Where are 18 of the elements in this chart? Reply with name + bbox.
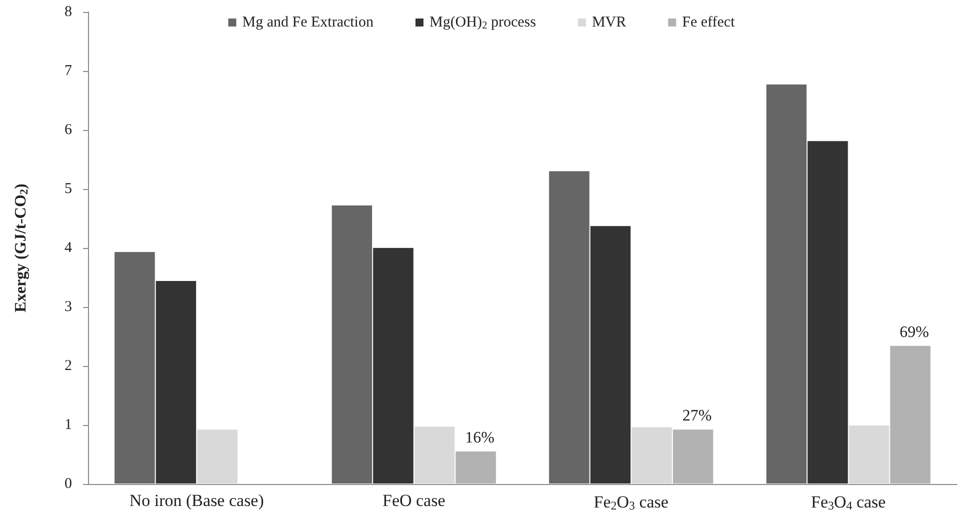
legend-label: MVR — [592, 14, 626, 30]
annotation: 69% — [900, 324, 929, 341]
y-tick-label: 3 — [64, 299, 72, 315]
x-tick-label: FeO case — [382, 491, 446, 510]
y-tick-label: 0 — [64, 476, 72, 492]
y-tick-label: 1 — [64, 417, 72, 433]
y-tick-label: 5 — [64, 181, 72, 197]
y-tick-label: 8 — [64, 4, 72, 20]
y-tick-label: 4 — [64, 240, 72, 256]
y-tick-label: 2 — [64, 358, 72, 374]
annotation: 16% — [465, 429, 494, 446]
y-tick-label: 6 — [64, 122, 72, 138]
annotation: 27% — [682, 408, 712, 425]
y-axis-title: Exergy (GJ/t-CO2) — [12, 184, 30, 312]
y-tick-label: 7 — [64, 63, 72, 79]
x-tick-label: No iron (Base case) — [129, 491, 264, 510]
legend-label: Mg and Fe Extraction — [242, 14, 374, 30]
legend-label: Fe effect — [682, 14, 736, 30]
